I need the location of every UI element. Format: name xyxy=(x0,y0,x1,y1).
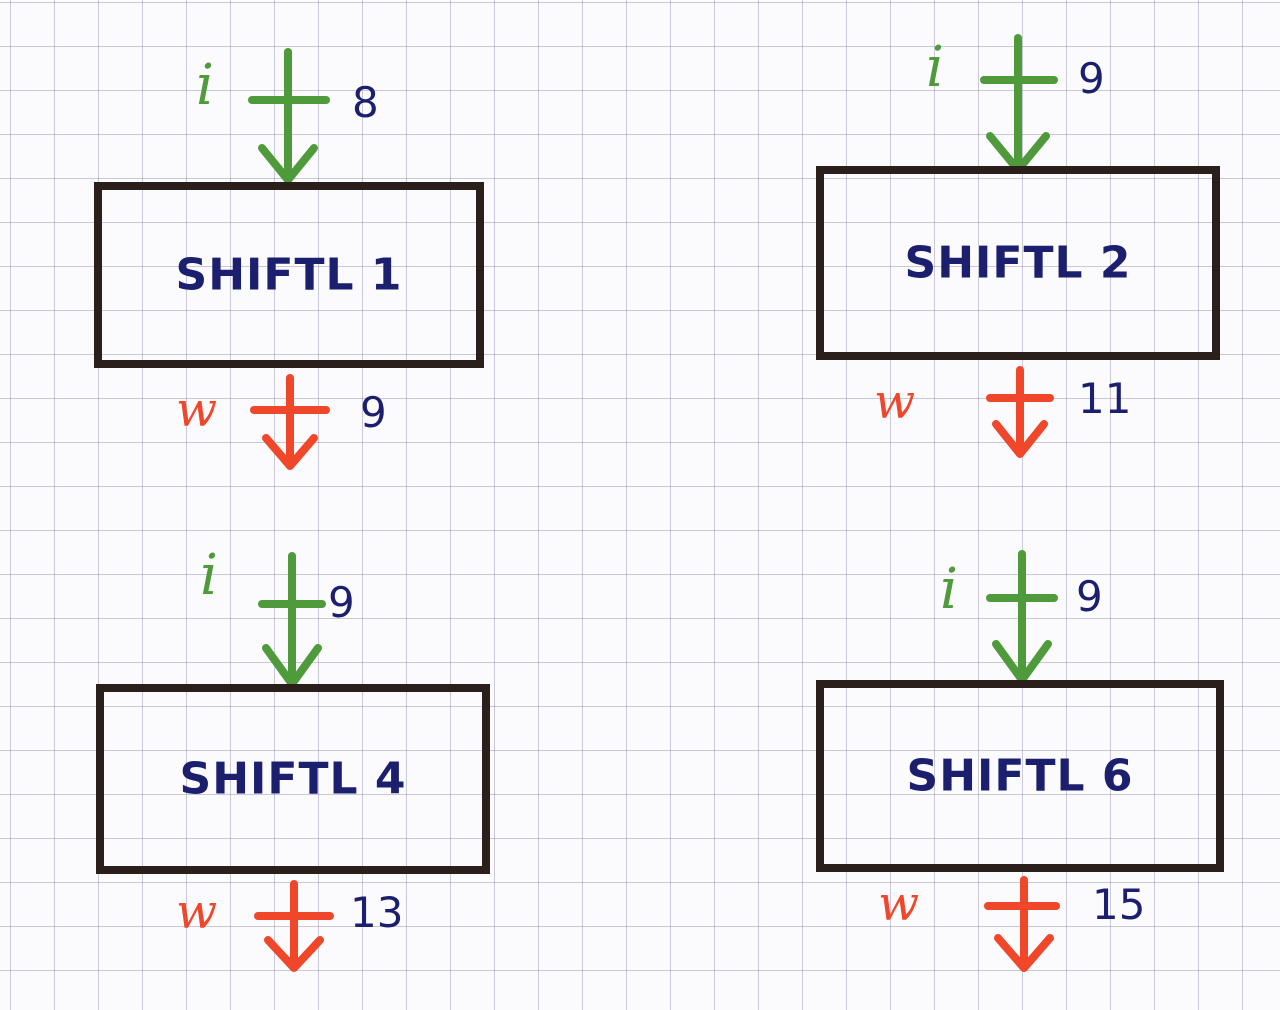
block-3-output-name: w xyxy=(176,884,218,940)
block-2-input-arrow xyxy=(980,34,1058,174)
block-1-output-width: 9 xyxy=(360,388,387,437)
block-2-output-arrow xyxy=(986,366,1054,458)
shift-block-4-label: SHIFTL 6 xyxy=(906,750,1134,802)
block-1-output-arrow xyxy=(250,374,330,470)
shift-block-3: SHIFTL 4 xyxy=(96,684,490,874)
block-2-output-width: 11 xyxy=(1078,374,1132,423)
block-4-output-arrow xyxy=(984,876,1060,972)
block-1-input-arrow xyxy=(248,48,330,184)
block-2-input-width: 9 xyxy=(1078,54,1105,103)
block-4-input-width: 9 xyxy=(1076,572,1103,621)
block-3-input-arrow xyxy=(258,552,326,688)
shift-block-3-label: SHIFTL 4 xyxy=(179,753,407,805)
block-4-input-name: i xyxy=(940,557,958,622)
block-3-input-name: i xyxy=(200,543,218,608)
block-3-output-width: 13 xyxy=(350,888,404,937)
block-2-output-name: w xyxy=(874,374,916,430)
block-4-output-width: 15 xyxy=(1092,880,1146,929)
shift-block-4: SHIFTL 6 xyxy=(816,680,1224,872)
shift-block-2: SHIFTL 2 xyxy=(816,166,1220,360)
block-4-output-name: w xyxy=(878,876,920,932)
block-1-input-width: 8 xyxy=(352,78,379,127)
block-4-input-arrow xyxy=(986,550,1058,684)
block-3-input-width: 9 xyxy=(328,578,355,627)
block-2-input-name: i xyxy=(926,35,944,100)
shift-block-1-label: SHIFTL 1 xyxy=(175,249,403,301)
shift-block-2-label: SHIFTL 2 xyxy=(904,237,1132,289)
block-1-output-name: w xyxy=(176,382,218,438)
shift-block-1: SHIFTL 1 xyxy=(94,182,484,368)
block-3-output-arrow xyxy=(254,880,334,972)
block-1-input-name: i xyxy=(196,53,214,118)
